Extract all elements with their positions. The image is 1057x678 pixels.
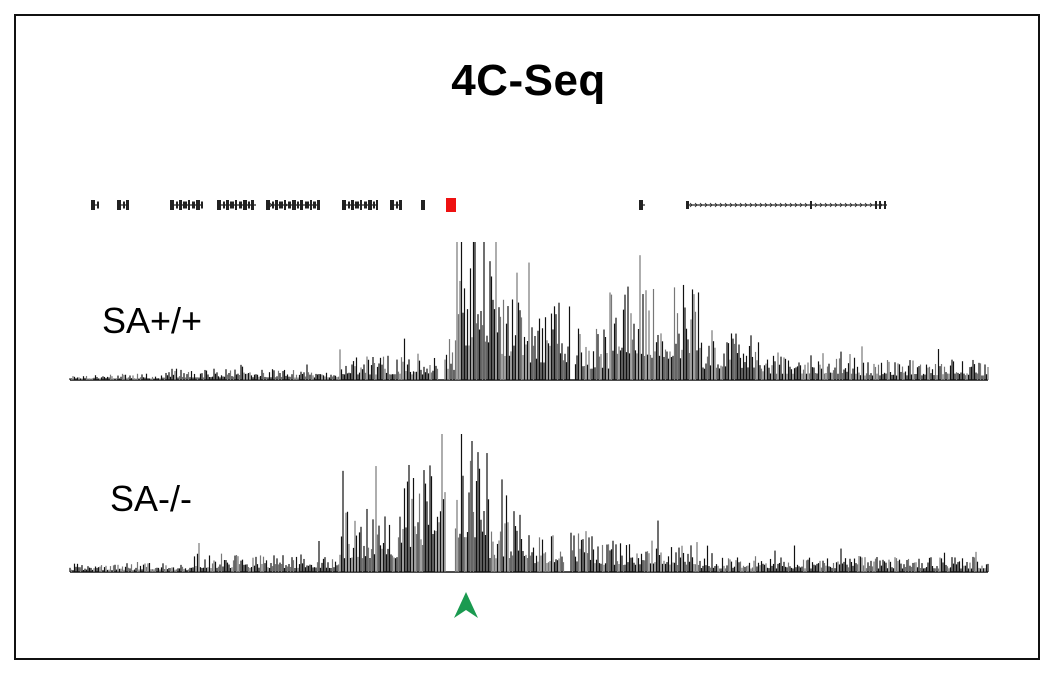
figure-title: 4C-Seq xyxy=(451,56,606,105)
track-label-sa-ko: SA-/- xyxy=(110,478,193,519)
gene-model xyxy=(421,200,425,210)
gene-model xyxy=(217,200,256,210)
gene-model xyxy=(639,200,645,210)
viewpoint-arrow xyxy=(454,592,478,618)
gene-model xyxy=(342,200,378,210)
gene-model xyxy=(170,200,203,210)
figure-frame xyxy=(14,14,1040,660)
gene-annotation-track xyxy=(91,198,887,212)
signal-track-sa-wt xyxy=(69,242,989,381)
viewpoint-bait-marker xyxy=(446,198,456,212)
gene-model xyxy=(266,200,320,210)
gene-model xyxy=(91,200,99,210)
signal-track-sa-ko xyxy=(69,434,989,573)
gene-model xyxy=(117,200,129,210)
gene-model xyxy=(686,201,887,209)
viewpoint-arrow-icon xyxy=(454,592,478,618)
gene-model xyxy=(390,200,402,210)
track-label-sa-wt: SA+/+ xyxy=(102,300,203,341)
